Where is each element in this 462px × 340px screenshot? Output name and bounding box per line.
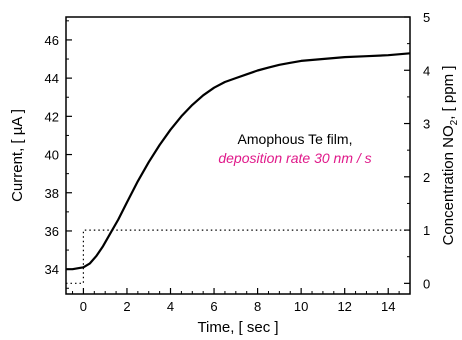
y-right-tick-label: 3: [423, 117, 430, 132]
y-right-tick-label: 1: [423, 223, 430, 238]
x-tick-label: 4: [167, 299, 174, 314]
y-left-tick-label: 44: [45, 71, 59, 86]
y-right-tick-label: 0: [423, 276, 430, 291]
y-left-tick-label: 38: [45, 186, 59, 201]
x-tick-label: 2: [123, 299, 130, 314]
y-right-tick-label: 4: [423, 63, 430, 78]
plot-frame: [65, 16, 411, 295]
x-tick-label: 12: [337, 299, 351, 314]
y-right-tick-label: 2: [423, 170, 430, 185]
x-tick-label: 10: [294, 299, 308, 314]
y-left-axis-title: Current, [ µA ]: [9, 109, 26, 202]
concentration-series-line: [66, 229, 410, 284]
y-left-tick-label: 34: [45, 262, 59, 277]
x-tick-label: 0: [80, 299, 87, 314]
y-right-axis-title: Concentration NO2, [ ppm ]: [440, 66, 460, 246]
annotation-film: Amophous Te film,: [238, 131, 353, 147]
x-tick-label: 6: [210, 299, 217, 314]
y-right-axis-ticks: 0 1 2 3 4 5: [404, 10, 430, 291]
x-tick-label: 14: [381, 299, 395, 314]
current-series-line: [66, 52, 411, 271]
series-layer: [66, 52, 411, 284]
y-left-tick-label: 36: [45, 224, 59, 239]
y-left-tick-label: 46: [45, 33, 59, 48]
y-left-tick-label: 42: [45, 109, 59, 124]
x-axis-title: Time, [ sec ]: [197, 319, 278, 336]
x-axis-ticks: 0 2 4 6 8 10 12 14: [72, 288, 400, 314]
x-tick-label: 8: [254, 299, 261, 314]
y-right-tick-label: 5: [423, 10, 430, 25]
annotation-deposition-rate: deposition rate 30 nm / s: [218, 150, 371, 166]
y-right-axis-title-suffix: , [ ppm ]: [440, 66, 457, 120]
y-right-axis-title-prefix: Concentration NO: [440, 125, 457, 245]
y-left-tick-label: 40: [45, 148, 59, 163]
y-right-axis-title-subscript: 2: [449, 119, 460, 125]
y-left-axis-ticks: 34 36 38 40 42 44 46: [45, 20, 72, 289]
